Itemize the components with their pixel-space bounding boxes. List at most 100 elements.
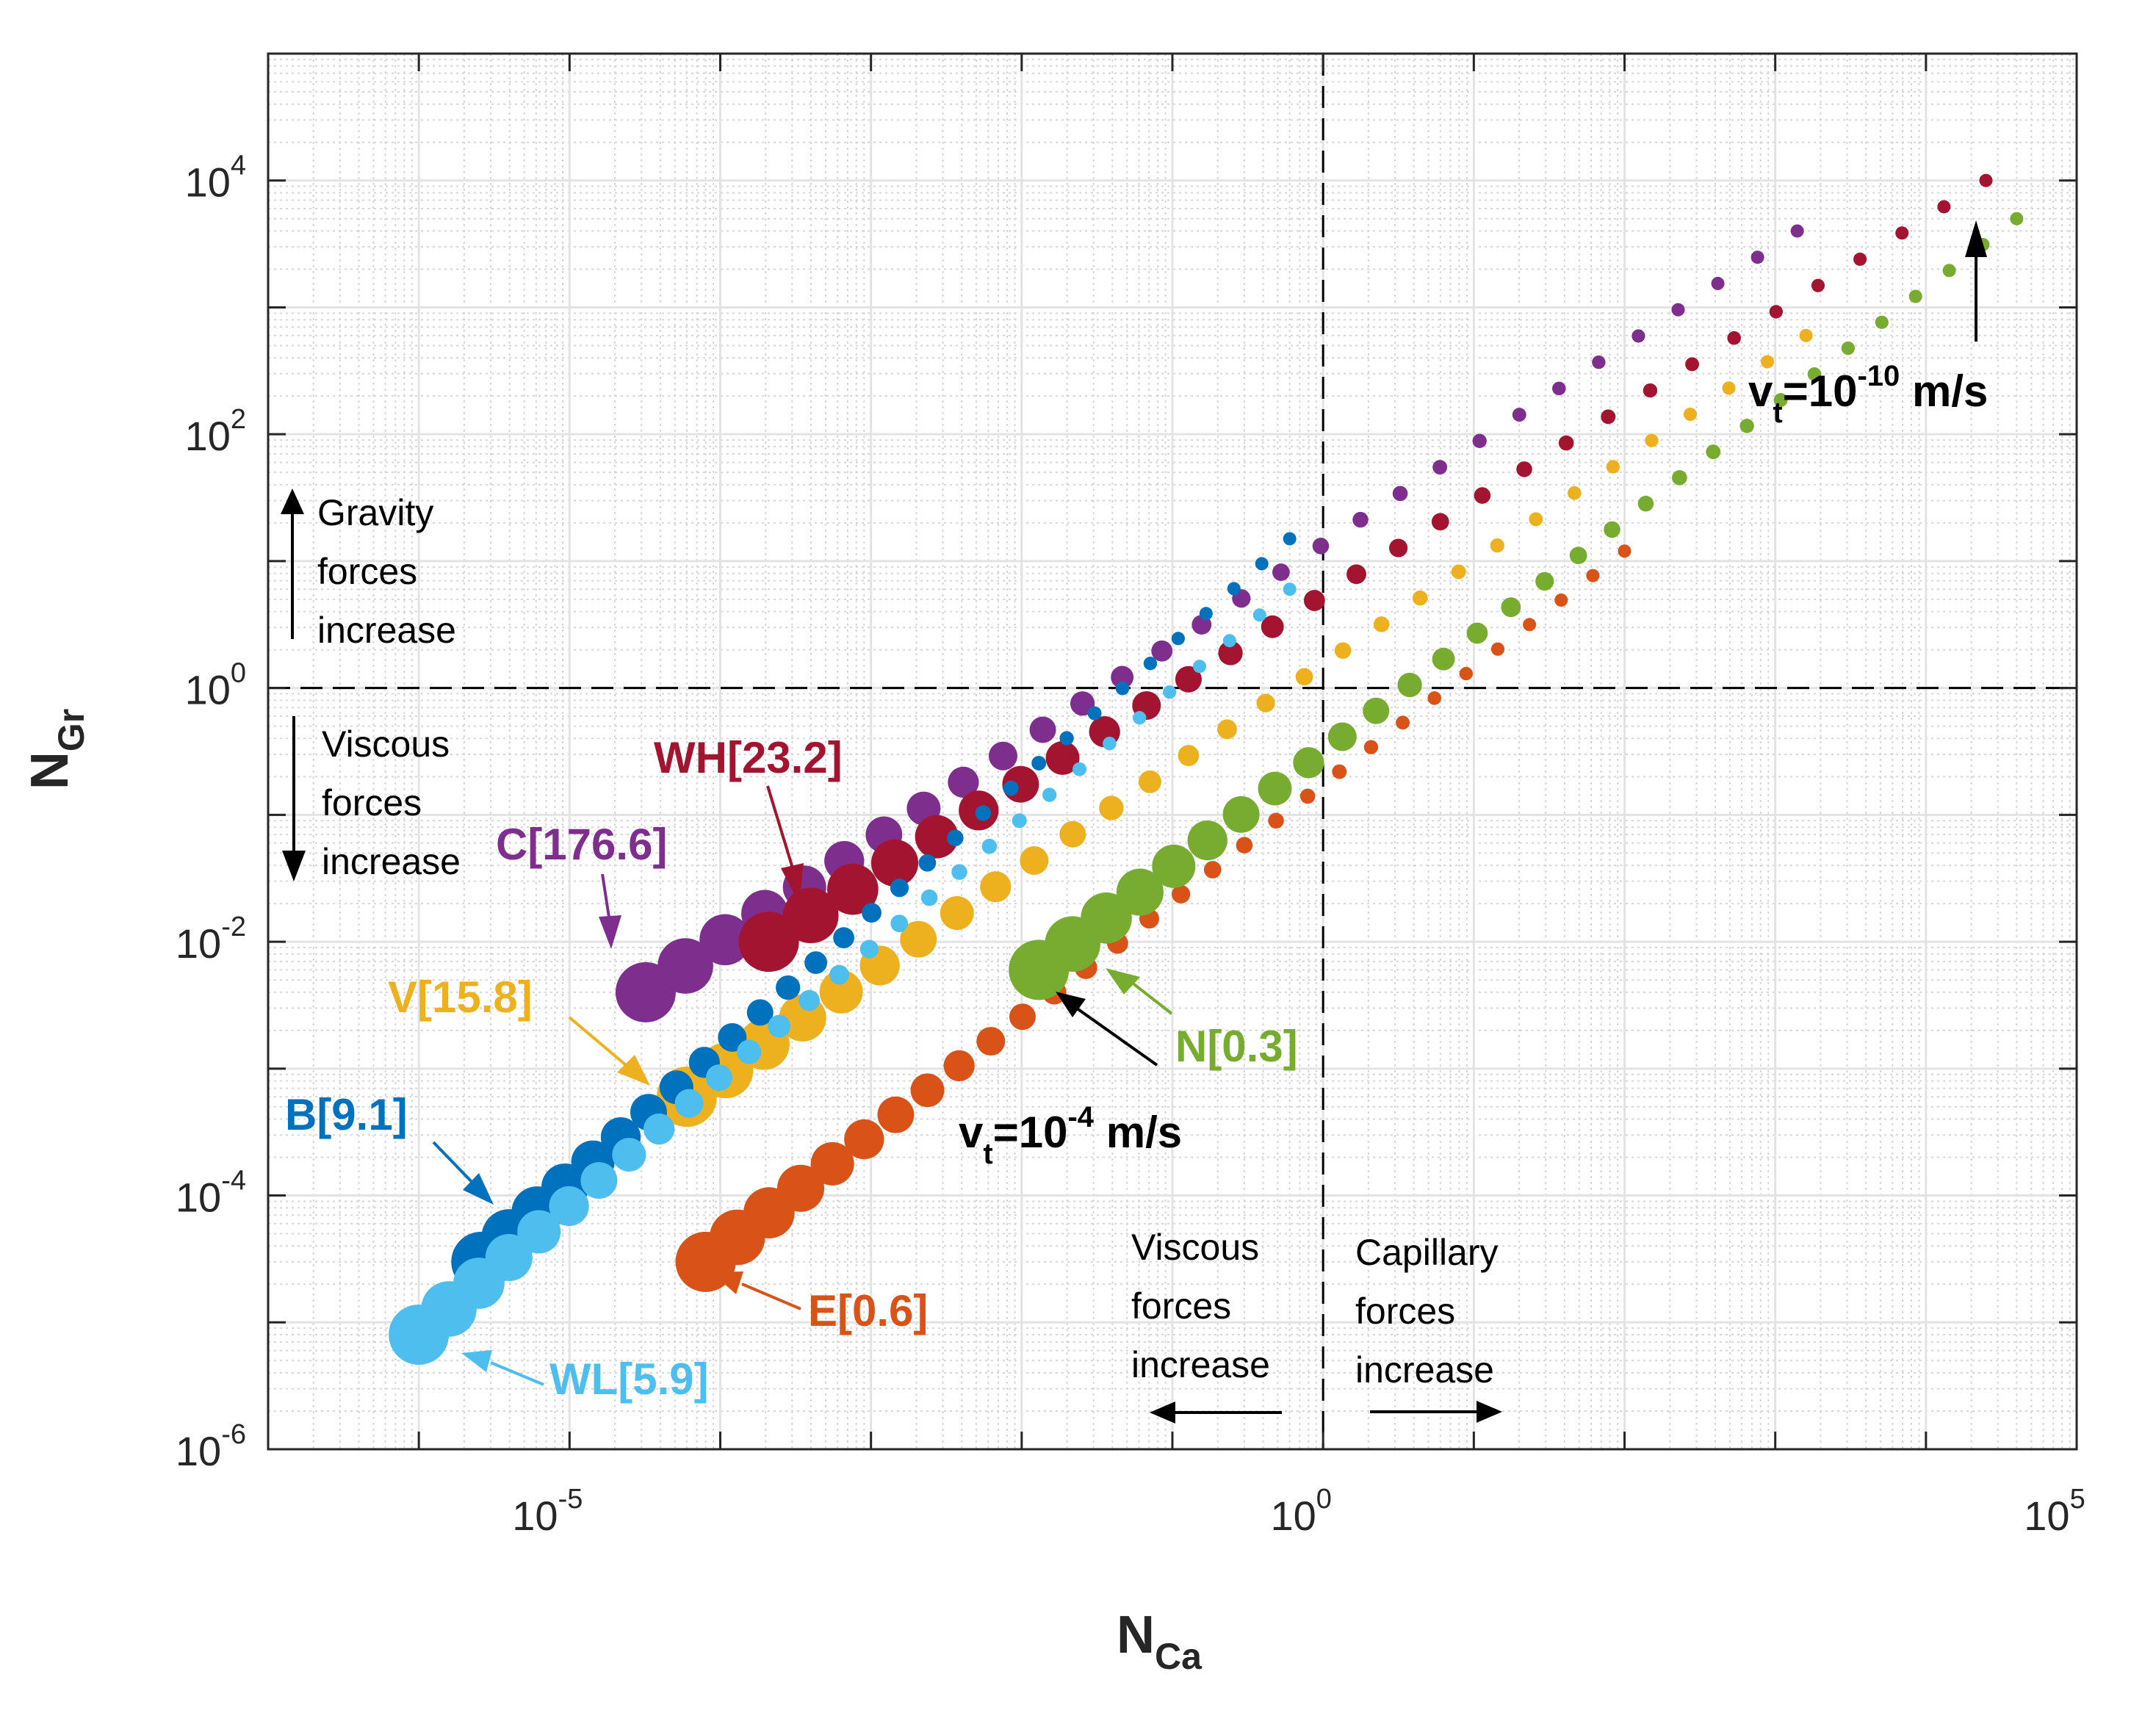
tick-labels: 10-5 100 105 10-6 10-4 10-2 100 102 104 — [176, 151, 2085, 1539]
data-point — [1042, 787, 1057, 802]
data-point — [1875, 315, 1889, 329]
data-point — [1632, 329, 1645, 343]
data-point — [1727, 331, 1741, 345]
svg-text:Capillary: Capillary — [1355, 1232, 1499, 1273]
data-point — [819, 970, 863, 1014]
data-point — [1529, 512, 1543, 527]
data-point — [738, 912, 799, 973]
data-point — [1163, 685, 1177, 699]
data-point — [1312, 538, 1330, 555]
data-point — [1258, 771, 1292, 806]
data-point — [1604, 521, 1620, 538]
data-point — [1586, 569, 1600, 582]
data-point — [1252, 608, 1266, 622]
data-point — [1115, 681, 1130, 696]
data-point — [643, 1113, 675, 1145]
svg-text:WH[23.2]: WH[23.2] — [654, 733, 843, 782]
data-point — [1606, 460, 1620, 474]
data-point — [1811, 278, 1825, 292]
data-point — [699, 914, 751, 966]
series-WL[5.9] — [389, 582, 1297, 1366]
y-tick-label: 10-2 — [176, 912, 246, 967]
data-point — [1490, 538, 1504, 553]
data-point — [389, 1305, 450, 1366]
data-point — [900, 920, 937, 958]
data-point — [1558, 435, 1574, 451]
data-point — [1087, 706, 1102, 721]
data-point — [975, 805, 992, 821]
data-point — [1009, 939, 1070, 1000]
data-point — [1346, 564, 1366, 585]
data-point — [1363, 697, 1390, 724]
data-point — [1427, 691, 1441, 705]
data-point — [910, 1073, 945, 1108]
data-point — [1199, 607, 1213, 621]
data-point — [1256, 693, 1275, 712]
data-point — [1143, 657, 1158, 671]
data-point — [976, 1027, 1006, 1056]
vt-high-annotation: vt=10-4 m/s — [959, 992, 1182, 1170]
data-point — [1261, 615, 1284, 638]
data-point — [1178, 745, 1200, 766]
data-point — [1133, 711, 1147, 725]
data-point — [859, 939, 879, 959]
svg-text:Viscous: Viscous — [1131, 1227, 1259, 1268]
data-point — [804, 951, 828, 974]
viscous-left-annotation: Viscous forces increase — [282, 716, 461, 882]
data-point — [1373, 616, 1390, 632]
data-point — [1751, 250, 1764, 264]
data-point — [1637, 495, 1654, 512]
svg-text:forces: forces — [322, 782, 422, 823]
data-point — [1222, 796, 1260, 833]
data-point — [1332, 764, 1347, 779]
data-point — [1523, 618, 1537, 632]
data-point — [1512, 408, 1526, 422]
data-point — [1293, 747, 1324, 779]
vt-low-annotation: vt=10-10 m/s — [1748, 220, 1988, 429]
svg-text:forces: forces — [317, 551, 417, 592]
data-point — [1451, 564, 1466, 580]
svg-text:Gravity: Gravity — [317, 492, 433, 533]
data-point — [1535, 571, 1554, 591]
data-point — [1172, 884, 1191, 903]
data-point — [1554, 593, 1568, 607]
data-point — [877, 1096, 915, 1133]
data-point — [1895, 226, 1909, 240]
y-tick-label: 100 — [185, 658, 246, 713]
data-point — [1568, 486, 1582, 500]
data-point — [1012, 813, 1027, 829]
data-point — [1217, 719, 1237, 740]
data-point — [1979, 173, 1993, 187]
data-point — [1187, 820, 1227, 861]
data-point — [1569, 546, 1587, 565]
label-v: V[15.8] — [388, 973, 650, 1086]
data-point — [1352, 511, 1369, 528]
series-WH[23.2] — [738, 173, 1993, 973]
data-point — [798, 989, 820, 1011]
label-wl: WL[5.9] — [461, 1350, 709, 1404]
data-point — [1099, 796, 1124, 820]
data-point — [948, 766, 979, 798]
svg-text:B[9.1]: B[9.1] — [285, 1090, 408, 1139]
data-point — [1111, 665, 1134, 689]
data-point — [737, 1039, 762, 1064]
data-point — [1020, 846, 1049, 876]
data-point — [1490, 642, 1505, 656]
data-point — [1853, 252, 1867, 266]
data-point — [1671, 303, 1685, 317]
data-point — [1683, 407, 1697, 422]
data-point — [705, 1064, 732, 1092]
data-point — [1459, 666, 1473, 681]
data-point — [1272, 563, 1290, 581]
y-tick-label: 10-4 — [176, 1166, 246, 1221]
svg-text:WL[5.9]: WL[5.9] — [549, 1354, 709, 1404]
data-point — [1396, 715, 1410, 730]
data-point — [1283, 582, 1297, 596]
y-axis-label: NGr — [21, 709, 92, 790]
data-point — [1003, 780, 1019, 796]
data-point — [782, 887, 839, 944]
data-point — [1392, 486, 1408, 502]
data-point — [1601, 409, 1616, 425]
data-point — [1739, 419, 1754, 433]
series-N[0.3] — [1009, 212, 2024, 1000]
